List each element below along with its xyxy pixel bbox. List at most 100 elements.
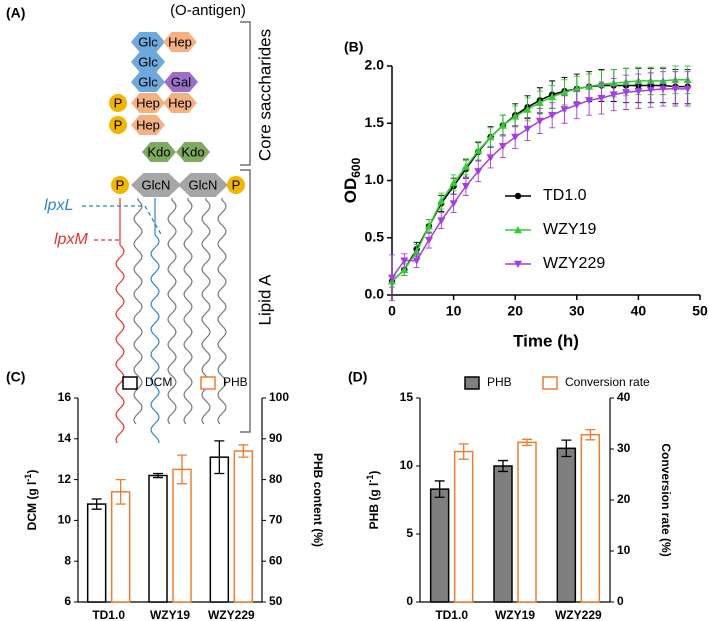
y-axis-title-part: ) — [367, 471, 381, 475]
node-label: Hep — [136, 95, 160, 110]
point — [671, 85, 680, 93]
point — [585, 97, 594, 105]
point — [486, 154, 495, 162]
gene-label: lpxM — [54, 231, 88, 248]
lipid-bracket — [240, 169, 251, 433]
y2-axis-title: PHB content (%) — [311, 453, 325, 547]
bar — [493, 465, 513, 603]
y2-tick-label: 70 — [269, 513, 283, 527]
point — [514, 260, 522, 268]
legend-label: PHB — [487, 375, 512, 389]
point — [646, 86, 655, 95]
node-label: GlcN — [142, 177, 171, 192]
phosphate — [227, 176, 245, 194]
point — [474, 168, 483, 176]
point — [609, 91, 618, 99]
node-label: Hep — [136, 117, 160, 132]
gene-pointer — [82, 205, 163, 237]
y2-tick-label: 30 — [617, 441, 631, 455]
point — [683, 85, 692, 93]
y-axis-title: OD600 — [341, 157, 363, 203]
y2-tick-label: 80 — [269, 472, 283, 486]
legend-swatch — [122, 376, 138, 390]
fatty-chain — [133, 198, 143, 425]
bar — [172, 468, 192, 603]
y-tick-label: 1.5 — [365, 114, 385, 130]
phosphate — [111, 176, 129, 194]
point — [572, 84, 581, 93]
y-axis-title: DCM (g l-1) — [23, 470, 39, 531]
point — [560, 106, 569, 114]
gene-label: lpxL — [44, 197, 73, 214]
node-label: Hep — [168, 34, 192, 49]
y2-tick-label: 50 — [269, 594, 283, 608]
y-axis-title-part: PHB (g l — [367, 483, 381, 530]
point — [437, 217, 446, 225]
point — [486, 132, 495, 141]
error-bar — [91, 498, 102, 510]
y-tick-label: 12 — [58, 472, 72, 486]
y2-tick-label: 0 — [617, 594, 624, 608]
node-label: Hep — [168, 95, 192, 110]
error-bar — [434, 480, 445, 498]
point — [634, 87, 643, 96]
bar — [429, 488, 450, 603]
point — [424, 236, 433, 245]
y-tick-label: 10 — [400, 458, 414, 472]
core-bracket — [240, 21, 251, 166]
x-tick-label: WZY229 — [208, 608, 255, 621]
bar — [556, 447, 577, 603]
x-tick-label: WZY19 — [150, 608, 190, 621]
point — [388, 274, 396, 282]
point — [560, 88, 569, 96]
fatty-chain — [167, 198, 177, 425]
bar — [517, 441, 537, 603]
panel-label: (C) — [6, 369, 25, 385]
sugar — [131, 52, 165, 72]
point — [474, 146, 483, 154]
error-bar — [498, 459, 508, 473]
x-tick-label: 0 — [388, 303, 396, 319]
y-axis-title: PHB (g l-1) — [365, 471, 381, 530]
y-axis-title-sup: -1 — [23, 474, 33, 482]
point — [548, 112, 557, 120]
sugar — [131, 115, 165, 135]
y2-axis-title: Conversion rate (%) — [659, 443, 673, 556]
y-tick-label: 0.0 — [365, 286, 385, 302]
sugar — [178, 173, 228, 197]
antigen-label: (O-antigen) — [170, 2, 246, 19]
point — [437, 197, 446, 205]
point — [597, 94, 606, 103]
point — [461, 183, 470, 191]
y-axis-title-part: ) — [25, 470, 39, 474]
sugar — [163, 32, 197, 52]
point — [659, 85, 668, 93]
sugar — [131, 93, 165, 113]
point — [535, 117, 544, 125]
x-tick-label: WZY19 — [495, 608, 535, 621]
y2-tick-label: 100 — [269, 390, 289, 404]
lipid-label: Lipid A — [255, 274, 274, 326]
panel-label: (A) — [6, 5, 25, 21]
legend-label: TD1.0 — [543, 187, 587, 204]
legend-swatch — [464, 376, 480, 390]
error-bar — [522, 438, 532, 447]
node-label: P — [114, 117, 123, 132]
y-tick-label: 15 — [400, 390, 414, 404]
node-label: P — [114, 95, 123, 110]
y-tick-label: 8 — [64, 553, 71, 567]
node-label: GlcN — [189, 177, 218, 192]
point — [424, 222, 433, 230]
y-tick-label: 0 — [406, 594, 413, 608]
point — [449, 178, 458, 186]
node-label: Glc — [138, 34, 158, 49]
bar — [209, 456, 230, 603]
bar — [453, 450, 474, 603]
error-bar — [561, 439, 572, 458]
bar — [110, 491, 131, 603]
x-tick-label: 10 — [446, 303, 462, 319]
y-tick-label: 5 — [406, 526, 413, 540]
point — [514, 226, 522, 234]
point — [523, 125, 532, 133]
error-bar — [585, 428, 596, 441]
